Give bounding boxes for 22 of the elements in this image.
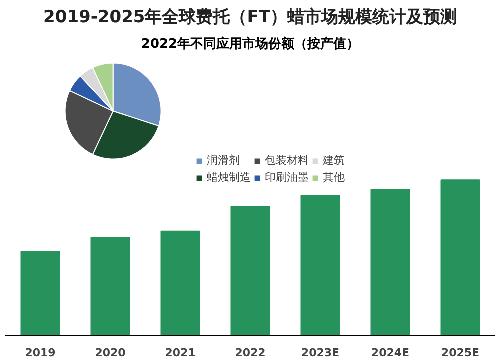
bar [90, 237, 130, 336]
legend-label: 包装材料 [265, 153, 309, 168]
x-tick-label: 2020 [95, 346, 126, 360]
legend-label: 润滑剂 [207, 153, 240, 168]
bar [440, 180, 480, 336]
x-tick-label: 2025E [441, 346, 480, 360]
x-tick-label: 2024E [371, 346, 410, 360]
bar [370, 188, 410, 336]
chart-title: 2019-2025年全球费托（FT）蜡市场规模统计及预测 [44, 8, 458, 28]
x-tick-label: 2022 [235, 346, 266, 360]
x-tick-label: 2023E [301, 346, 340, 360]
legend-label: 建筑 [323, 153, 345, 168]
x-tick-label: 2021 [165, 346, 196, 360]
x-tick-label: 2019 [25, 346, 56, 360]
bar [300, 195, 340, 336]
bar [20, 251, 60, 336]
legend-label: 蜡烛制造 [207, 170, 251, 185]
bar [230, 206, 270, 336]
bar [160, 230, 200, 336]
chart-title: 2022年不同应用市场份额（按产值） [141, 36, 360, 52]
legend-label: 其他 [323, 170, 345, 185]
legend-label: 印刷油墨 [265, 170, 309, 185]
